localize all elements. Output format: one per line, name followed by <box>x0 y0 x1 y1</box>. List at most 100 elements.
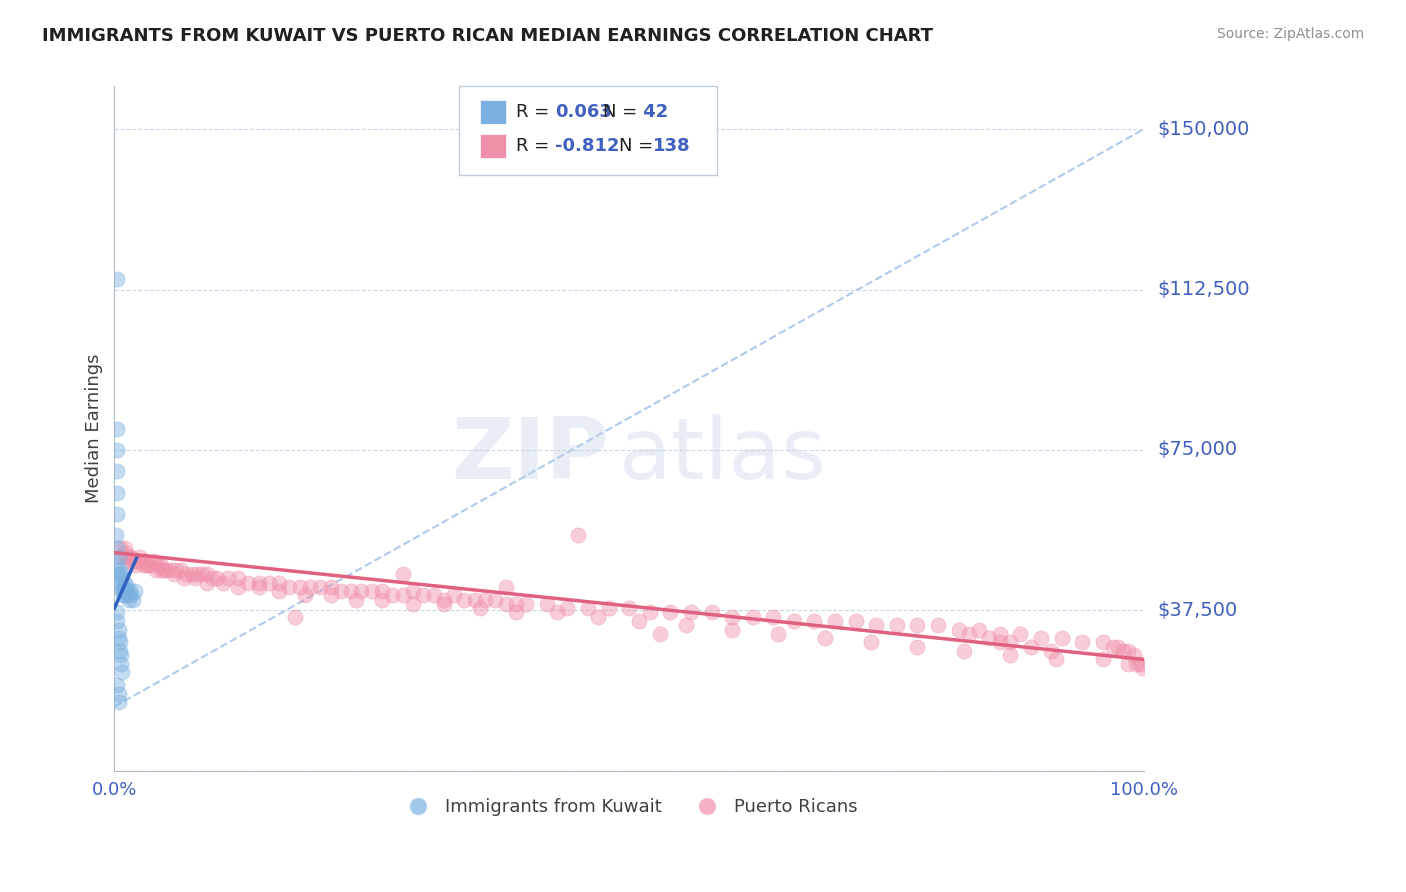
Point <box>114 541 136 556</box>
Point <box>905 618 928 632</box>
Point <box>679 606 702 620</box>
Point <box>484 592 506 607</box>
Point <box>340 584 363 599</box>
Point <box>139 558 162 573</box>
Text: $75,000: $75,000 <box>1157 441 1237 459</box>
Point <box>360 584 382 599</box>
Point <box>588 609 610 624</box>
Point <box>1129 657 1152 671</box>
Point <box>412 588 434 602</box>
Point <box>136 558 159 573</box>
Point <box>783 614 806 628</box>
Point <box>107 678 129 692</box>
Point <box>1071 635 1094 649</box>
Text: -0.812: -0.812 <box>555 136 620 155</box>
Point <box>329 584 352 599</box>
FancyBboxPatch shape <box>460 87 717 176</box>
Point <box>927 618 949 632</box>
Point <box>125 554 148 568</box>
Text: Source: ZipAtlas.com: Source: ZipAtlas.com <box>1216 27 1364 41</box>
Point <box>114 584 136 599</box>
Point <box>110 657 132 671</box>
Point <box>598 601 620 615</box>
Point <box>319 588 342 602</box>
Point <box>107 687 129 701</box>
Point <box>659 606 682 620</box>
Point <box>371 584 394 599</box>
Point <box>107 464 129 478</box>
Point <box>165 563 187 577</box>
Point <box>371 592 394 607</box>
Point <box>132 558 155 573</box>
Point <box>125 554 148 568</box>
Legend: Immigrants from Kuwait, Puerto Ricans: Immigrants from Kuwait, Puerto Ricans <box>394 791 865 823</box>
Point <box>108 563 131 577</box>
Point <box>860 635 883 649</box>
Point <box>110 580 132 594</box>
Bar <box>479 135 506 158</box>
Point <box>201 571 224 585</box>
Point <box>957 627 980 641</box>
Point <box>107 606 129 620</box>
Point <box>998 635 1021 649</box>
Point <box>567 528 589 542</box>
Point <box>118 584 141 599</box>
Point <box>350 584 373 599</box>
Point <box>176 566 198 581</box>
Point <box>122 592 145 607</box>
Text: $150,000: $150,000 <box>1157 120 1250 138</box>
Point <box>886 618 908 632</box>
Point <box>294 588 316 602</box>
Point <box>108 635 131 649</box>
Point <box>108 575 131 590</box>
Point <box>146 558 169 573</box>
Point <box>117 588 139 602</box>
Point <box>675 618 697 632</box>
Point <box>107 566 129 581</box>
Point <box>207 571 229 585</box>
Point <box>319 580 342 594</box>
Point <box>226 571 249 585</box>
Point <box>149 563 172 577</box>
Point <box>468 601 491 615</box>
Point <box>628 614 651 628</box>
Bar <box>479 100 506 124</box>
Point <box>1118 657 1140 671</box>
Point <box>1112 644 1135 658</box>
Point <box>114 545 136 559</box>
Point <box>195 575 218 590</box>
Text: 138: 138 <box>652 136 690 155</box>
Point <box>422 588 444 602</box>
Point <box>1118 644 1140 658</box>
Point <box>110 566 132 581</box>
Point <box>211 575 233 590</box>
Point <box>1091 635 1114 649</box>
Point <box>1107 640 1129 654</box>
Point <box>112 584 135 599</box>
Point <box>180 566 202 581</box>
Point <box>803 614 825 628</box>
Point <box>107 558 129 573</box>
Text: ZIP: ZIP <box>451 415 609 498</box>
Point <box>988 627 1011 641</box>
Point <box>952 644 974 658</box>
Point <box>107 631 129 645</box>
Point <box>155 563 177 577</box>
Point <box>110 571 132 585</box>
Point <box>988 635 1011 649</box>
Point <box>107 507 129 521</box>
Point <box>107 421 129 435</box>
Point <box>967 623 990 637</box>
Point <box>107 442 129 457</box>
Point <box>865 618 887 632</box>
Point <box>111 588 134 602</box>
Text: IMMIGRANTS FROM KUWAIT VS PUERTO RICAN MEDIAN EARNINGS CORRELATION CHART: IMMIGRANTS FROM KUWAIT VS PUERTO RICAN M… <box>42 27 934 45</box>
Point <box>284 609 307 624</box>
Point <box>391 566 413 581</box>
Point <box>391 588 413 602</box>
Point <box>1040 644 1063 658</box>
Point <box>115 554 138 568</box>
Point <box>1125 657 1147 671</box>
Point <box>183 571 205 585</box>
Point <box>433 597 456 611</box>
